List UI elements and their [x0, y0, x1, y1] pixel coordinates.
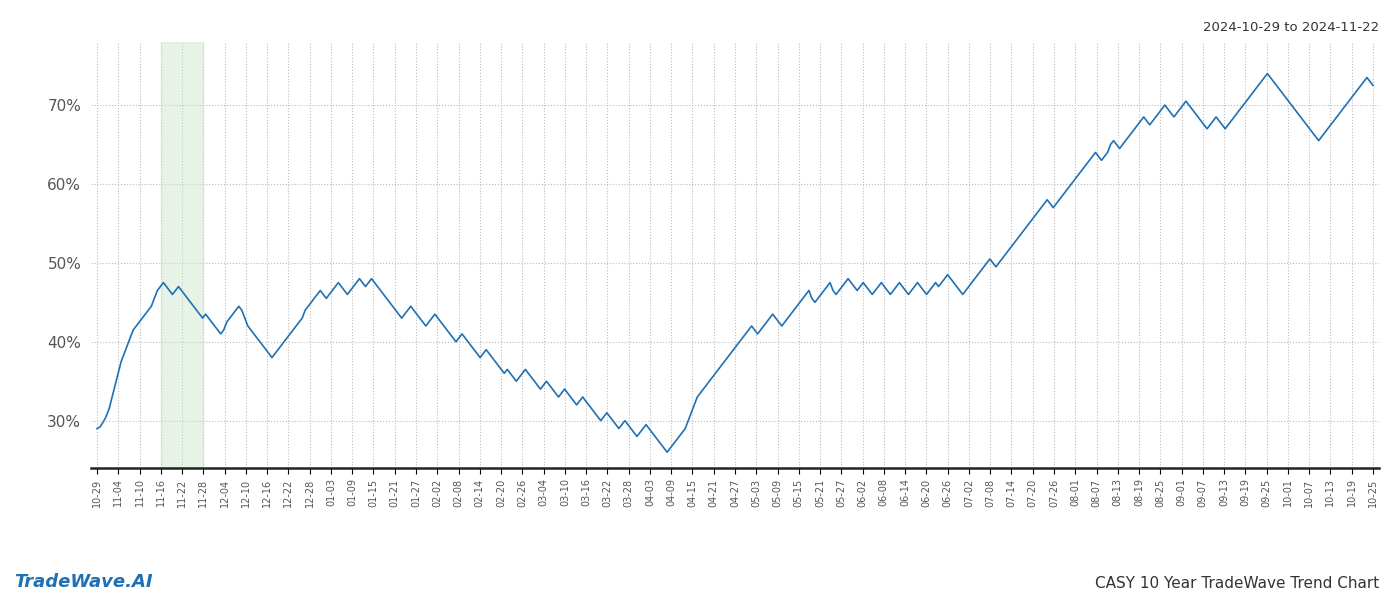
Bar	[161, 42, 203, 468]
Text: TradeWave.AI: TradeWave.AI	[14, 573, 153, 591]
Text: 2024-10-29 to 2024-11-22: 2024-10-29 to 2024-11-22	[1203, 21, 1379, 34]
Text: CASY 10 Year TradeWave Trend Chart: CASY 10 Year TradeWave Trend Chart	[1095, 576, 1379, 591]
